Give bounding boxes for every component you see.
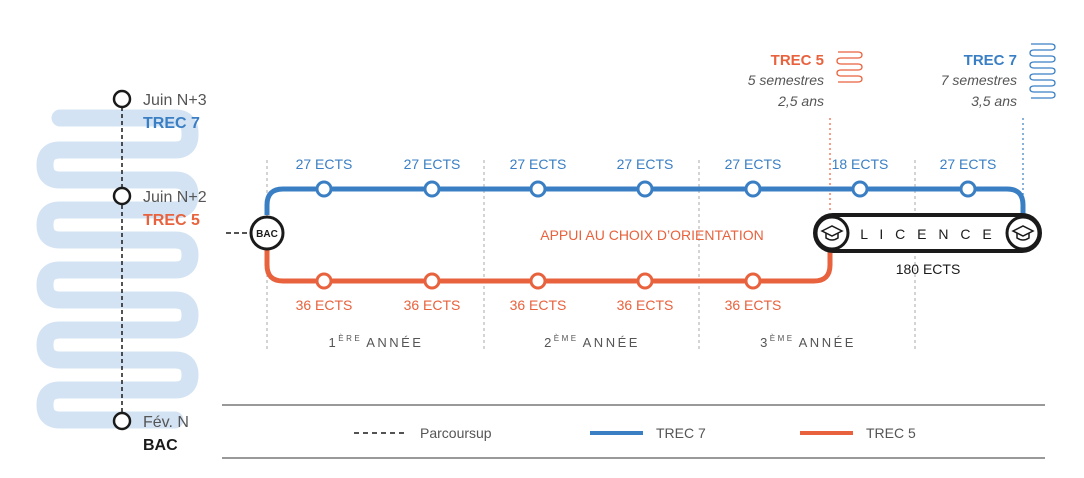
trec7-stop-label: 27 ECTS [940, 156, 997, 172]
graduation-cap-icon [814, 215, 850, 251]
trec5-stop-label: 36 ECTS [404, 297, 461, 313]
year-label-1: 1ÈRE ANNÉE [329, 334, 424, 350]
timeline-date-juin-n3: Juin N+3 [143, 92, 207, 109]
trec5-duration-semesters: 5 semestres [748, 72, 824, 88]
trec7-stop-label: 27 ECTS [296, 156, 353, 172]
trec7-stop-label: 18 ECTS [832, 156, 889, 172]
timeline-date-juin-n2: Juin N+2 [143, 189, 207, 206]
graduation-cap-icon [1005, 215, 1041, 251]
legend-trec5-label: TREC 5 [866, 425, 916, 441]
trec7-stop-label: 27 ECTS [617, 156, 674, 172]
trec5-stop-label: 36 ECTS [725, 297, 782, 313]
trec7-duration-years: 3,5 ans [971, 93, 1017, 109]
year-separators [266, 160, 916, 350]
legend-parcoursup-label: Parcoursup [420, 425, 492, 441]
trec7-stop-node [959, 180, 977, 198]
trec7-stop-label: 27 ECTS [725, 156, 782, 172]
trec5-stop-node [423, 272, 441, 290]
trec7-stop-node [851, 180, 869, 198]
timeline-program-trec7: TREC 7 [143, 115, 200, 132]
trec5-stops: 36 ECTS 36 ECTS 36 ECTS 36 ECTS 36 ECTS [296, 272, 782, 313]
trec5-duration-years: 2,5 ans [777, 93, 824, 109]
trec5-stop-node [636, 272, 654, 290]
trec7-stop-label: 27 ECTS [510, 156, 567, 172]
trec5-stop-node [315, 272, 333, 290]
trec5-stop-node [744, 272, 762, 290]
bac-node [249, 215, 285, 251]
timeline-date-fev-n: Fév. N [143, 414, 189, 431]
timeline-node-fev-n [112, 411, 132, 431]
legend-trec7-label: TREC 7 [656, 425, 706, 441]
trec7-stop-node [423, 180, 441, 198]
timeline-node-juin-n3 [112, 89, 132, 109]
trec5-stop-label: 36 ECTS [510, 297, 567, 313]
trec7-stop-node [529, 180, 547, 198]
spring-coil-icon [836, 51, 863, 83]
trec7-duration-semesters: 7 semestres [941, 72, 1017, 88]
licence-label: L I C E N C E [860, 226, 996, 242]
trec7-stop-node [744, 180, 762, 198]
center-label: APPUI AU CHOIX D’ORIENTATION [540, 227, 764, 243]
trec5-stop-node [529, 272, 547, 290]
trec7-title: TREC 7 [964, 52, 1017, 69]
trec5-stop-label: 36 ECTS [617, 297, 674, 313]
trec5-stop-label: 36 ECTS [296, 297, 353, 313]
trec7-stop-node [315, 180, 333, 198]
year-label-2: 2ÈME ANNÉE [544, 334, 640, 350]
spring-coil-icon [1029, 43, 1056, 99]
timeline-program-bac: BAC [143, 437, 178, 454]
year-label-3: 3ÈME ANNÉE [760, 334, 856, 350]
bac-node-label: BAC [256, 229, 278, 240]
trec5-title: TREC 5 [771, 52, 824, 69]
trec5-track [264, 250, 833, 284]
trec7-stop-node [636, 180, 654, 198]
background-zigzag [36, 109, 199, 429]
trec7-stop-label: 27 ECTS [404, 156, 461, 172]
timeline-program-trec5: TREC 5 [143, 212, 200, 229]
licence-ects: 180 ECTS [896, 261, 961, 277]
timeline-node-juin-n2 [112, 186, 132, 206]
trec7-stops: 27 ECTS 27 ECTS 27 ECTS 27 ECTS 27 ECTS 18 EC… [296, 156, 997, 198]
